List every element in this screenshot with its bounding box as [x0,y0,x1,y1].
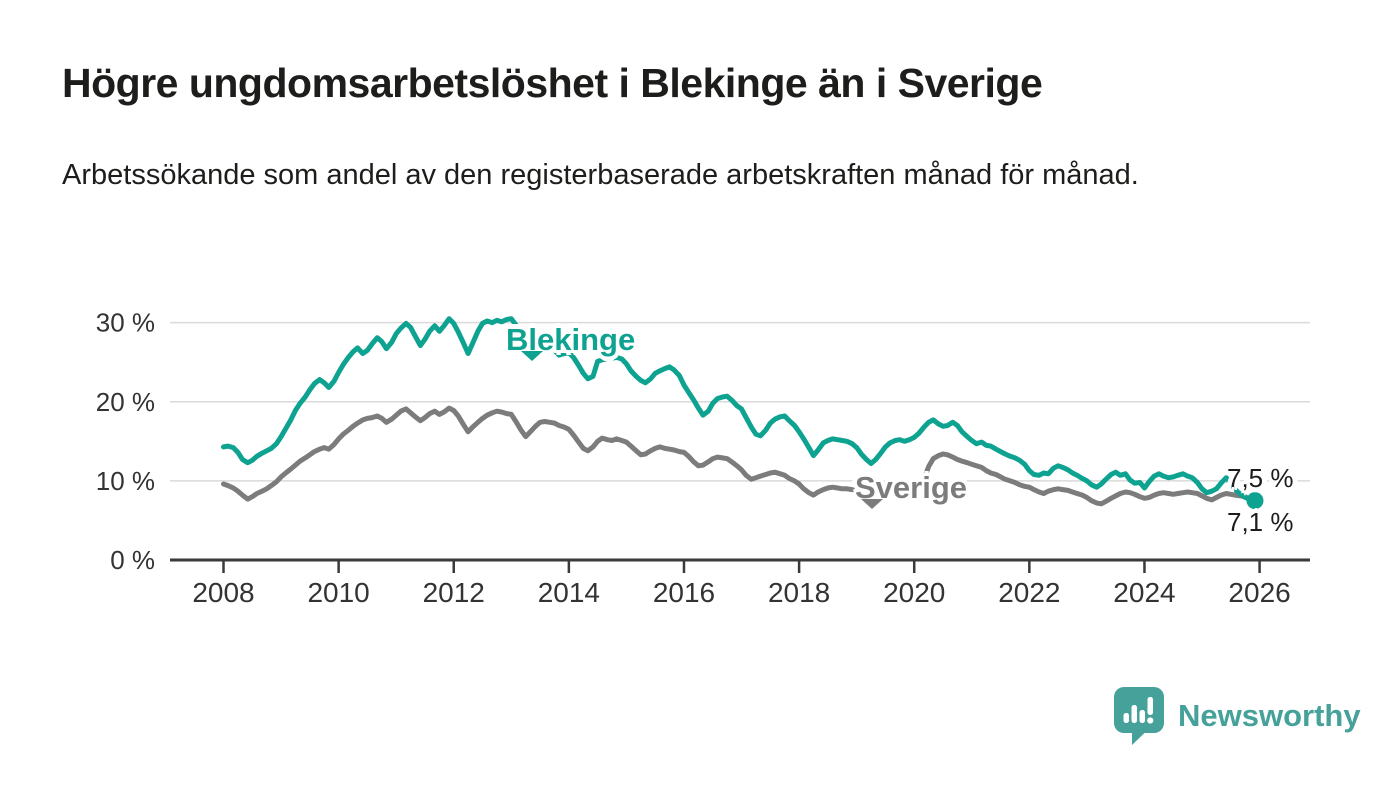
series-label-blekinge: Blekinge [506,322,636,357]
x-tick-label: 2012 [423,577,485,608]
x-tick-label: 2016 [653,577,715,608]
series-line-blekinge [221,316,1258,504]
sverige-label-pointer-icon [861,499,883,509]
y-tick-label: 20 % [96,387,155,417]
x-tick-label: 2024 [1113,577,1175,608]
series-line-sverige [221,405,1258,507]
y-tick-label: 10 % [96,466,155,496]
newsworthy-logo: Newsworthy [1113,686,1361,746]
newsworthy-logo-text: Newsworthy [1178,698,1361,733]
latest-value-dot-blekinge [1246,492,1264,510]
end-value-label-sverige: 7,1 % [1227,507,1294,537]
page-subtitle: Arbetssökande som andel av den registerb… [62,159,1139,191]
x-tick-label: 2020 [883,577,945,608]
end-value-label-blekinge: 7,5 % [1227,463,1294,493]
x-tick-label: 2014 [538,577,600,608]
series-label-sverige: Sverige [855,470,968,505]
x-tick-label: 2026 [1228,577,1290,608]
x-tick-label: 2008 [192,577,254,608]
x-tick-label: 2018 [768,577,830,608]
x-tick-label: 2010 [307,577,369,608]
page-title: Högre ungdomsarbetslöshet i Blekinge än … [62,60,1043,106]
x-tick-label: 2022 [998,577,1060,608]
newsworthy-bubble-chart-icon [1114,687,1164,745]
blekinge-label-pointer-icon [521,351,543,361]
y-tick-label: 0 % [110,545,155,575]
y-tick-label: 30 % [96,308,155,338]
